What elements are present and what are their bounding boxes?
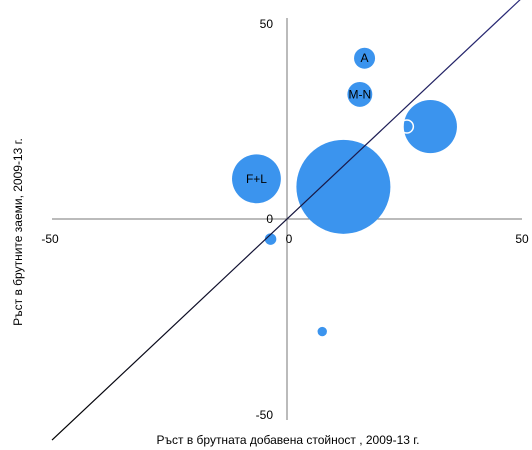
y-tick-label-1: 0 (266, 212, 273, 226)
bubble-2 (403, 99, 457, 154)
bubble-labels: A M-N F+L (246, 51, 371, 186)
bubble-4 (296, 139, 391, 234)
y-tick-label-0: 50 (260, 17, 274, 31)
bubble-5 (264, 233, 277, 245)
y-tick-label-2: -50 (256, 408, 274, 422)
bubble-6 (317, 326, 327, 337)
y-axis-title: Ръст в брутните заеми, 2009-13 г. (11, 138, 25, 326)
bubble-0 (354, 47, 376, 69)
bubbles (232, 47, 457, 337)
bubble-3 (232, 154, 281, 204)
bubble-label-a: A (361, 51, 369, 65)
x-tick-label-2: 50 (515, 232, 529, 246)
bubble-label-f-l: F+L (246, 172, 267, 186)
tick-labels: -50 0 50 50 0 -50 (41, 17, 529, 422)
bubble-label-m-n: M-N (349, 87, 372, 101)
bubble-1 (347, 81, 373, 107)
x-tick-label-1: 0 (286, 232, 293, 246)
outlined-marker (399, 119, 415, 134)
x-tick-label-0: -50 (41, 232, 59, 246)
x-axis-title: Ръст в брутната добавена стойност , 2009… (156, 433, 419, 447)
reference-line (51, 0, 521, 441)
